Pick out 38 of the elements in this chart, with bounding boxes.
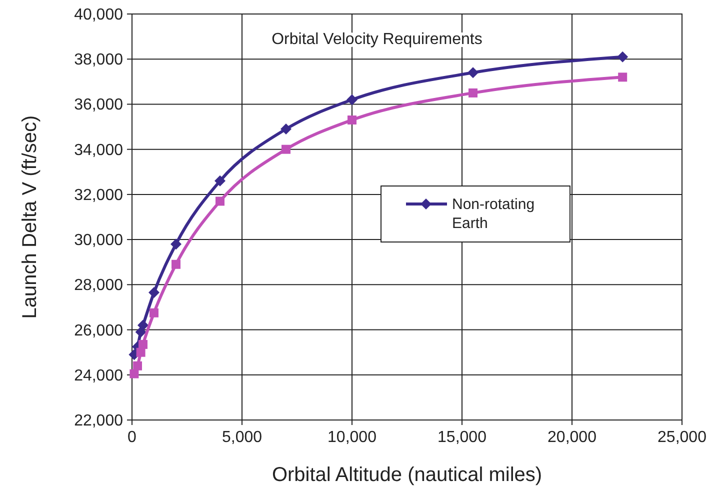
- y-tick-label: 38,000: [74, 52, 124, 69]
- point: [138, 340, 148, 349]
- point: [138, 320, 148, 331]
- y-tick-label: 24,000: [74, 367, 124, 384]
- y-tick-label: 40,000: [74, 6, 124, 24]
- point: [468, 88, 478, 98]
- point: [618, 72, 628, 82]
- x-axis-title: Orbital Altitude (nautical miles): [272, 464, 542, 486]
- y-tick-label: 36,000: [74, 96, 124, 114]
- x-tick-label: 10,000: [328, 429, 377, 446]
- point: [148, 287, 160, 298]
- point: [468, 67, 478, 78]
- point: [617, 51, 628, 62]
- point: [150, 308, 158, 318]
- x-tick-label: 15,000: [438, 429, 487, 446]
- x-tick-label: 20,000: [548, 429, 597, 446]
- x-tick-label: 0: [128, 429, 137, 446]
- y-tick-label: 26,000: [74, 322, 124, 340]
- point: [280, 124, 292, 135]
- point: [133, 361, 142, 370]
- point: [216, 196, 224, 206]
- point: [346, 94, 358, 106]
- y-tick-label: 32,000: [74, 186, 124, 204]
- point: [130, 369, 139, 378]
- y-tick-label: 28,000: [74, 277, 124, 294]
- point: [170, 238, 182, 250]
- point: [348, 116, 356, 125]
- x-tick-label: 25,000: [658, 429, 707, 446]
- point: [282, 144, 290, 154]
- x-tick-label: 5,000: [222, 429, 262, 446]
- legend-label: Non-rotating Earth: [452, 196, 535, 232]
- y-tick-label: 30,000: [74, 232, 124, 250]
- y-tick-label: 22,000: [74, 412, 124, 430]
- point: [172, 260, 180, 269]
- y-tick-label: 34,000: [74, 142, 124, 159]
- y-axis-title: Launch Delta V (ft/sec): [19, 115, 41, 319]
- point: [136, 348, 146, 357]
- point: [214, 175, 226, 186]
